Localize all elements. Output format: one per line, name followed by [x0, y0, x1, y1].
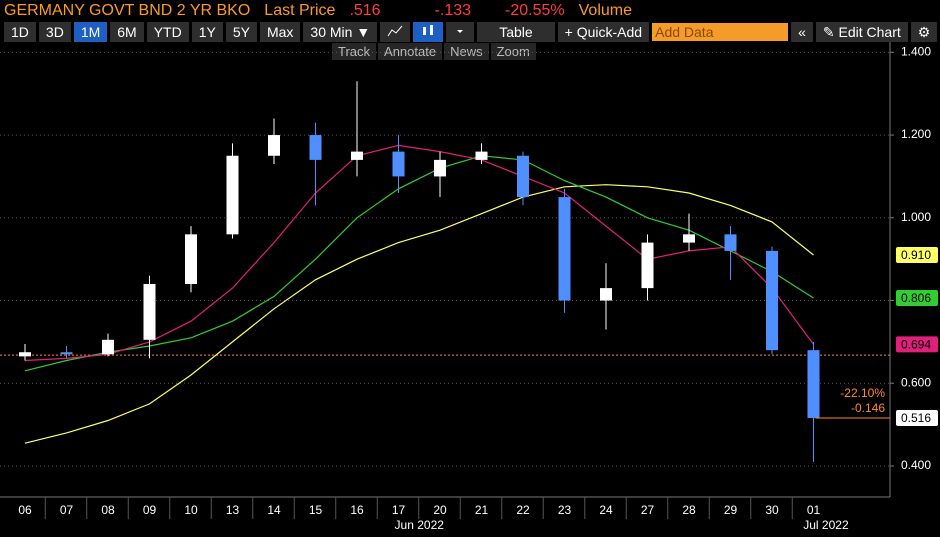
icon [423, 25, 434, 35]
x-tick-label: 24 [599, 503, 613, 517]
quick-add-button[interactable]: + Quick-Add [557, 22, 650, 42]
candle-body [766, 250, 778, 351]
x-tick-label: 27 [641, 503, 655, 517]
x-tick-label: 08 [101, 503, 115, 517]
range-button[interactable]: Max [259, 22, 301, 42]
candle-body [434, 159, 446, 177]
last-value-label: 0.910 [901, 248, 931, 262]
annotation: -22.10% [840, 386, 885, 400]
x-tick-label: 30 [765, 503, 779, 517]
candle-body [268, 135, 280, 156]
toolbar: 1D 3D 1M 6M YTD 1Y 5Y Max 30 Min ▼ Table + Quick-A… [0, 22, 940, 42]
candle-body [517, 155, 529, 198]
candle-body [475, 151, 488, 160]
candle-body [102, 339, 114, 355]
tool-button[interactable]: Track [332, 43, 377, 60]
range-button[interactable]: YTD [146, 22, 189, 42]
range-button[interactable]: 1D [4, 22, 36, 42]
candle-body [683, 234, 695, 243]
tool-button[interactable]: Annotate [378, 43, 443, 60]
y-tick-label: 0.600 [901, 375, 931, 389]
month-label: Jun 2022 [395, 518, 445, 532]
x-tick-label: 10 [184, 503, 198, 517]
candle-body [600, 288, 612, 301]
x-tick-label: 13 [226, 503, 240, 517]
y-tick-label: 1.200 [901, 127, 931, 141]
line-chart-icon[interactable] [380, 22, 411, 42]
x-tick-label: 16 [350, 503, 364, 517]
last-value-label: 0.516 [901, 411, 931, 425]
moving-average [24, 144, 814, 362]
interval-button[interactable]: 30 Min ▼ [303, 22, 378, 42]
y-tick-label: 1.000 [901, 210, 931, 224]
candle-body [226, 155, 239, 235]
month-label: Jul 2022 [803, 518, 849, 532]
range-button[interactable]: 6M [110, 22, 144, 42]
moving-average [24, 155, 814, 372]
last-value-box [896, 247, 938, 264]
x-tick-label: 06 [18, 503, 32, 517]
x-tick-label: 07 [60, 503, 74, 517]
settings-button[interactable]: ⚙ [910, 22, 938, 42]
range-button[interactable]: 5Y [225, 22, 257, 42]
range-button[interactable]: 3D [38, 22, 71, 42]
tool-button[interactable]: News [444, 43, 489, 60]
y-tick-label: 0.400 [901, 458, 931, 472]
tool-button[interactable]: Zoom [490, 43, 536, 60]
x-tick-label: 28 [682, 503, 696, 517]
edit-chart-button[interactable]: ✎ Edit Chart [815, 22, 908, 42]
last-value-box [896, 290, 938, 307]
y-tick-label: 1.400 [901, 45, 931, 59]
candle-body [807, 350, 820, 418]
x-tick-label: 15 [309, 503, 323, 517]
dropdown-icon[interactable] [446, 22, 475, 42]
candle-body [19, 352, 31, 357]
moving-average [24, 184, 814, 444]
last-price-label: Last Price [264, 2, 336, 19]
range-button[interactable]: 1M [73, 22, 108, 42]
volume-label: Volume [578, 2, 633, 19]
last-value-box [896, 336, 938, 353]
bar-chart-icon[interactable] [413, 22, 444, 42]
tools: Track Annotate News Zoom [332, 43, 536, 60]
table-button[interactable]: Table [477, 22, 555, 42]
back-button[interactable]: « [791, 22, 813, 42]
change: -.133 [434, 2, 472, 19]
icon [457, 30, 464, 33]
candle-body [60, 352, 73, 355]
candle-body [724, 234, 737, 251]
x-tick-label: 14 [267, 503, 281, 517]
x-tick-label: 22 [516, 503, 530, 517]
annotation: -0.146 [851, 401, 885, 415]
last-value-label: 0.694 [901, 338, 931, 352]
x-tick-label: 01 [807, 503, 821, 517]
icon [387, 25, 403, 37]
last-price: .516 [349, 2, 381, 19]
range-button[interactable]: 1Y [191, 22, 223, 42]
last-value-box [896, 409, 938, 426]
last-value-label: 0.806 [901, 291, 931, 305]
x-tick-label: 09 [143, 503, 157, 517]
add-data-input[interactable]: Add Data [652, 23, 789, 41]
candle-body [558, 197, 571, 301]
header: GERMANY GOVT BND 2 YR BKO Last Price .51… [0, 0, 940, 22]
candle-body [143, 283, 156, 340]
x-tick-label: 29 [724, 503, 738, 517]
x-tick-label: 21 [475, 503, 489, 517]
candle-body [309, 135, 322, 160]
candle-body [392, 151, 405, 177]
x-tick-label: 23 [558, 503, 572, 517]
security: GERMANY GOVT BND 2 YR BKO [4, 2, 251, 19]
x-tick-label: 20 [433, 503, 447, 517]
candle-body [641, 242, 654, 289]
change-pct: -20.55% [505, 2, 565, 19]
x-tick-label: 17 [392, 503, 406, 517]
candle-body [185, 234, 197, 284]
candle-body [351, 151, 363, 160]
